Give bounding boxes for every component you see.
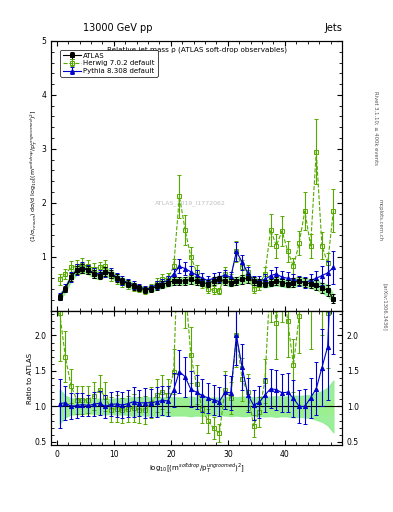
Text: Rivet 3.1.10; ≥ 400k events: Rivet 3.1.10; ≥ 400k events bbox=[373, 91, 378, 165]
Text: ATLAS_2019_I1772062: ATLAS_2019_I1772062 bbox=[155, 200, 226, 206]
Text: Jets: Jets bbox=[324, 23, 342, 33]
Text: 13000 GeV pp: 13000 GeV pp bbox=[83, 23, 152, 33]
Y-axis label: Ratio to ATLAS: Ratio to ATLAS bbox=[27, 353, 33, 403]
Text: mcplots.cern.ch: mcplots.cern.ch bbox=[378, 199, 383, 241]
Text: [arXiv:1306.3436]: [arXiv:1306.3436] bbox=[383, 283, 387, 331]
Text: Relative jet mass ρ (ATLAS soft-drop observables): Relative jet mass ρ (ATLAS soft-drop obs… bbox=[107, 47, 286, 53]
Legend: ATLAS, Herwig 7.0.2 default, Pythia 8.308 default: ATLAS, Herwig 7.0.2 default, Pythia 8.30… bbox=[61, 50, 158, 77]
Y-axis label: (1/σ$_{resum}$) dσ/d log$_{10}$[(m$^{soft drop}$/p$_T^{ungroomed}$)$^2$]: (1/σ$_{resum}$) dσ/d log$_{10}$[(m$^{sof… bbox=[28, 110, 40, 242]
X-axis label: log$_{10}$[(m$^{soft drop}$/p$_T^{ungroomed}$)$^2$]: log$_{10}$[(m$^{soft drop}$/p$_T^{ungroo… bbox=[149, 462, 244, 475]
